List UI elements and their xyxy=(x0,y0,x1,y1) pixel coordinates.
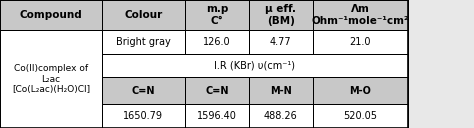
Bar xyxy=(0,30,102,128)
Text: C=N: C=N xyxy=(205,86,228,96)
Bar xyxy=(102,77,185,104)
Text: M-O: M-O xyxy=(349,86,371,96)
Bar xyxy=(249,0,313,30)
Bar xyxy=(102,0,185,30)
Bar xyxy=(313,30,408,54)
Text: Compound: Compound xyxy=(19,10,82,20)
Bar xyxy=(249,104,313,128)
Text: 126.0: 126.0 xyxy=(203,37,231,47)
Bar xyxy=(0,0,408,128)
Text: 4.77: 4.77 xyxy=(270,37,292,47)
Bar xyxy=(185,30,249,54)
Text: Co(II)complex of
L₂ac
[Co(L₂ac)(H₂O)Cl]: Co(II)complex of L₂ac [Co(L₂ac)(H₂O)Cl] xyxy=(12,64,90,94)
Bar xyxy=(102,30,185,54)
Bar xyxy=(0,0,102,30)
Text: M-N: M-N xyxy=(270,86,292,96)
Text: m.p
C°: m.p C° xyxy=(206,4,228,26)
Bar xyxy=(313,77,408,104)
Text: 1650.79: 1650.79 xyxy=(123,111,164,121)
Bar xyxy=(185,0,249,30)
Bar xyxy=(102,104,185,128)
Text: 1596.40: 1596.40 xyxy=(197,111,237,121)
Text: I.R (KBr) υ(cm⁻¹): I.R (KBr) υ(cm⁻¹) xyxy=(214,61,295,71)
Bar xyxy=(249,77,313,104)
Text: 488.26: 488.26 xyxy=(264,111,298,121)
Bar xyxy=(313,0,408,30)
Text: 520.05: 520.05 xyxy=(343,111,377,121)
Text: μ eff.
(BM): μ eff. (BM) xyxy=(265,4,296,26)
Text: Bright gray: Bright gray xyxy=(116,37,171,47)
Bar xyxy=(102,54,408,77)
Bar xyxy=(185,104,249,128)
Bar xyxy=(313,104,408,128)
Bar xyxy=(249,30,313,54)
Text: Colour: Colour xyxy=(124,10,163,20)
Text: Λm
Ohm⁻¹mole⁻¹cm²: Λm Ohm⁻¹mole⁻¹cm² xyxy=(311,4,409,26)
Text: 21.0: 21.0 xyxy=(349,37,371,47)
Text: C=N: C=N xyxy=(132,86,155,96)
Bar xyxy=(185,77,249,104)
